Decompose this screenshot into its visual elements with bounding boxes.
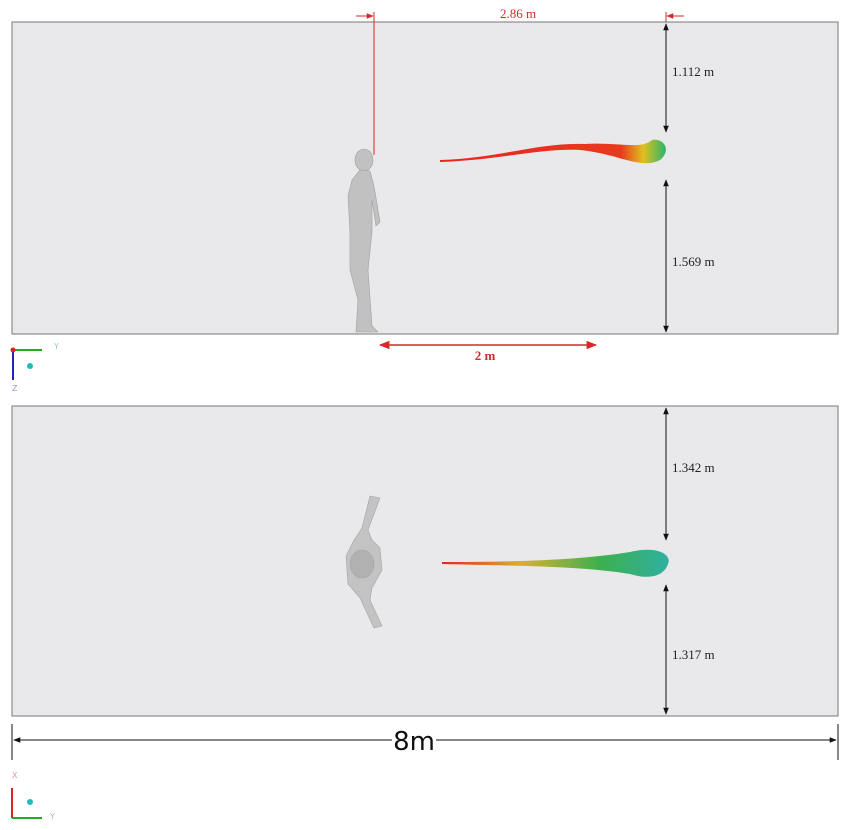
axis-label: X (12, 771, 18, 780)
axis-triad: Y Z (11, 342, 60, 393)
dim-label: 1.342 m (672, 460, 715, 475)
axis-label: Y (49, 812, 55, 821)
axis-triad: X Y (12, 771, 55, 821)
dim-label: 1.317 m (672, 647, 715, 662)
dim-label: 2 m (475, 348, 496, 363)
axis-label: Y (53, 342, 59, 351)
dim-label: 2.86 m (500, 6, 536, 21)
top-panel (12, 406, 838, 716)
length-label: 8m (393, 727, 435, 757)
diagram: 2.86 m 1.112 m 1.569 m 2 m Y Z 1.342 m 1… (0, 0, 842, 830)
dim-label: 1.112 m (672, 64, 714, 79)
dim-label: 1.569 m (672, 254, 715, 269)
axis-label: Z (12, 384, 18, 393)
